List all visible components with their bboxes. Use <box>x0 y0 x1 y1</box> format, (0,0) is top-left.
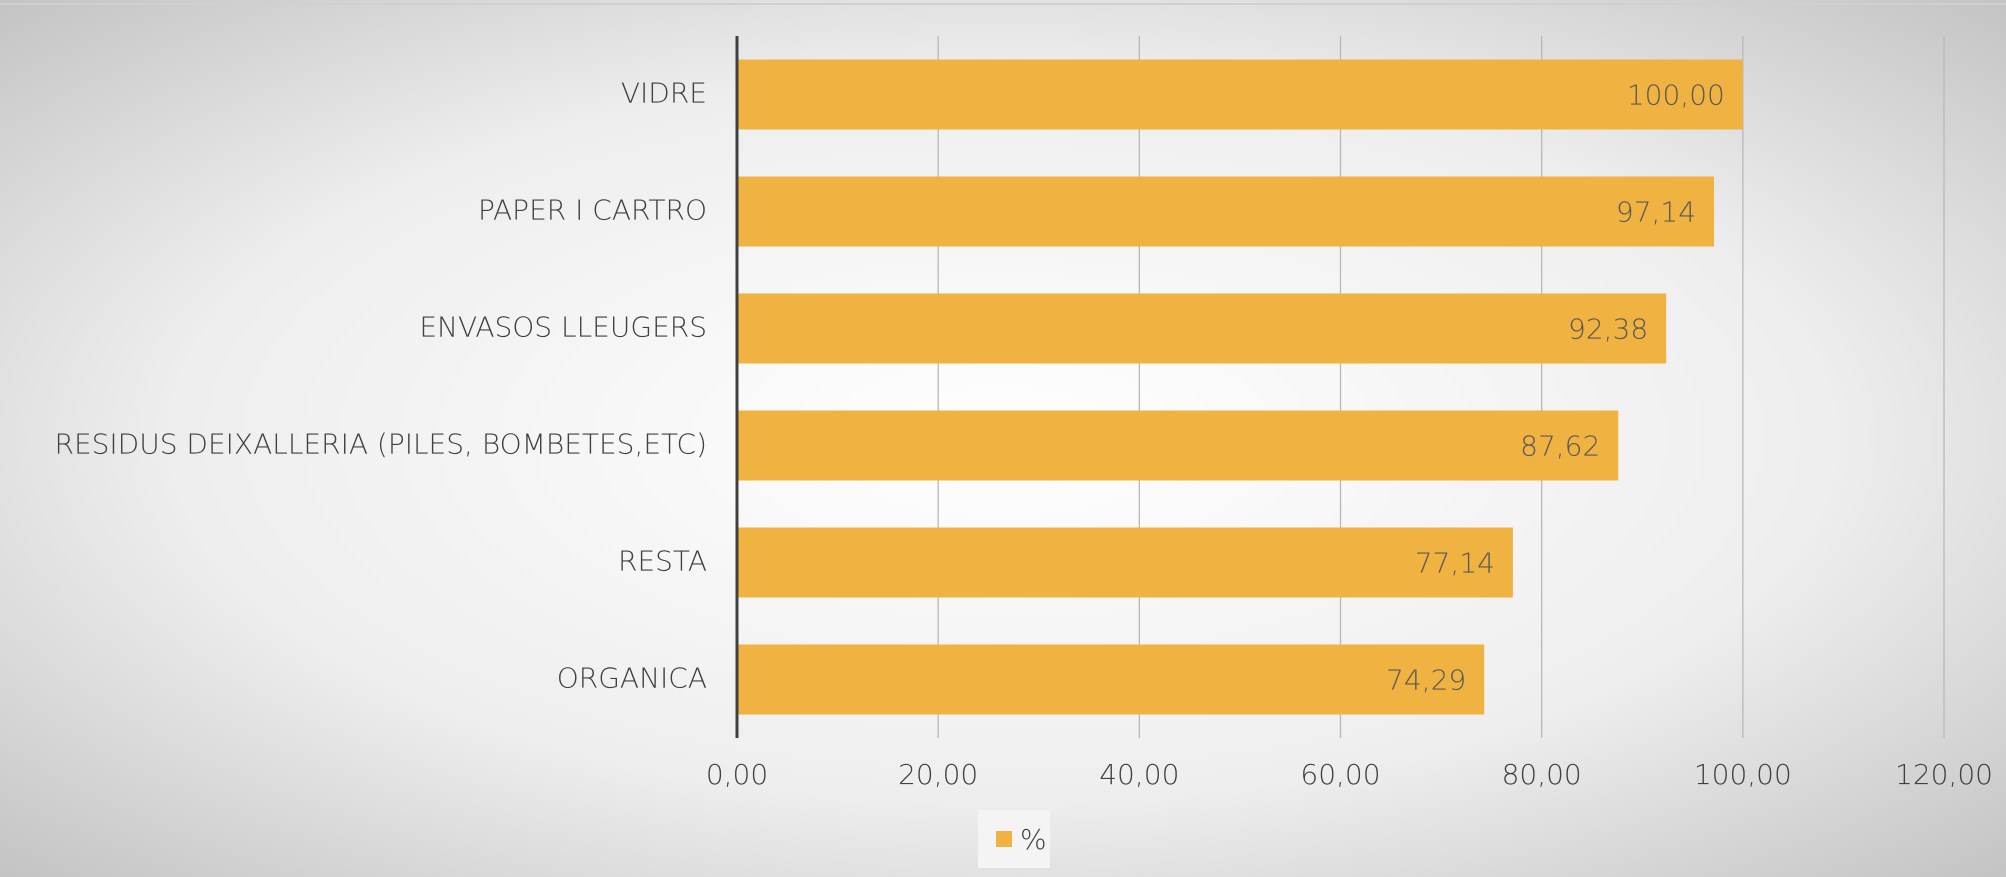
bar <box>737 176 1715 247</box>
x-tick-label: 120,00 <box>1895 758 1993 791</box>
x-tick-label: 40,00 <box>1099 758 1179 791</box>
x-tick-label: 60,00 <box>1300 758 1380 791</box>
legend-label: % <box>1020 823 1047 856</box>
data-label: 97,14 <box>1616 196 1696 229</box>
x-tick-label: 80,00 <box>1502 758 1582 791</box>
y-tick-label: ENVASOS LLEUGERS <box>419 311 707 344</box>
data-label: 87,62 <box>1520 430 1600 463</box>
bar <box>737 527 1513 598</box>
y-tick-label: RESTA <box>618 545 707 578</box>
bar <box>737 293 1667 364</box>
data-label: 92,38 <box>1568 313 1648 346</box>
legend-swatch <box>996 831 1012 847</box>
data-label: 77,14 <box>1415 547 1495 580</box>
legend-box <box>978 810 1050 868</box>
data-label: 74,29 <box>1386 664 1466 697</box>
x-tick-label: 0,00 <box>706 758 768 791</box>
bar <box>737 410 1619 481</box>
x-tick-label: 20,00 <box>898 758 978 791</box>
x-tick-label: 100,00 <box>1694 758 1792 791</box>
bar <box>737 644 1485 715</box>
y-tick-label: ORGANICA <box>557 662 707 695</box>
bar <box>737 59 1743 130</box>
y-tick-label: RESIDUS DEIXALLERIA (PILES, BOMBETES,ETC… <box>54 428 707 461</box>
data-label: 100,00 <box>1627 79 1725 112</box>
y-tick-label: PAPER I CARTRO <box>478 194 707 227</box>
y-tick-label: VIDRE <box>621 77 707 110</box>
